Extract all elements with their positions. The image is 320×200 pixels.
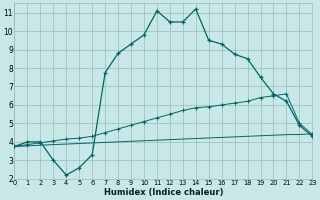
X-axis label: Humidex (Indice chaleur): Humidex (Indice chaleur) xyxy=(104,188,223,197)
